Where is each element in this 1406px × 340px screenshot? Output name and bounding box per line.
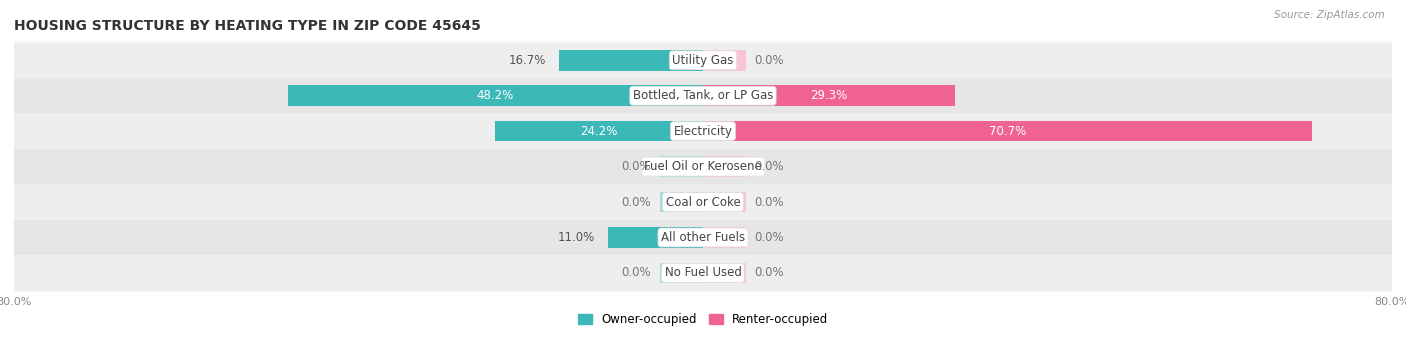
Text: 11.0%: 11.0% bbox=[558, 231, 595, 244]
Bar bbox=[659, 192, 703, 212]
Bar bbox=[14, 78, 1392, 114]
Bar bbox=[703, 262, 747, 283]
Text: Electricity: Electricity bbox=[673, 125, 733, 138]
Text: Fuel Oil or Kerosene: Fuel Oil or Kerosene bbox=[644, 160, 762, 173]
Bar bbox=[14, 255, 1392, 291]
Text: No Fuel Used: No Fuel Used bbox=[665, 267, 741, 279]
Text: HOUSING STRUCTURE BY HEATING TYPE IN ZIP CODE 45645: HOUSING STRUCTURE BY HEATING TYPE IN ZIP… bbox=[14, 19, 481, 33]
Bar bbox=[14, 220, 1392, 255]
Bar bbox=[659, 262, 703, 283]
Text: 0.0%: 0.0% bbox=[621, 160, 651, 173]
Text: 0.0%: 0.0% bbox=[755, 267, 785, 279]
Text: Utility Gas: Utility Gas bbox=[672, 54, 734, 67]
Bar bbox=[703, 192, 747, 212]
Bar bbox=[560, 50, 703, 71]
Text: 0.0%: 0.0% bbox=[755, 54, 785, 67]
Text: 0.0%: 0.0% bbox=[621, 195, 651, 208]
Bar bbox=[14, 114, 1392, 149]
Legend: Owner-occupied, Renter-occupied: Owner-occupied, Renter-occupied bbox=[572, 308, 834, 331]
Text: Source: ZipAtlas.com: Source: ZipAtlas.com bbox=[1274, 10, 1385, 20]
Text: 0.0%: 0.0% bbox=[755, 160, 785, 173]
Text: 29.3%: 29.3% bbox=[810, 89, 848, 102]
Text: 48.2%: 48.2% bbox=[477, 89, 515, 102]
Text: All other Fuels: All other Fuels bbox=[661, 231, 745, 244]
Text: Coal or Coke: Coal or Coke bbox=[665, 195, 741, 208]
Bar bbox=[14, 149, 1392, 184]
Bar bbox=[14, 42, 1392, 78]
Text: 24.2%: 24.2% bbox=[581, 125, 617, 138]
Bar bbox=[14, 184, 1392, 220]
Bar bbox=[703, 85, 955, 106]
Bar bbox=[703, 121, 1312, 141]
Text: 16.7%: 16.7% bbox=[509, 54, 547, 67]
Bar bbox=[703, 50, 747, 71]
Text: 70.7%: 70.7% bbox=[988, 125, 1026, 138]
Bar bbox=[288, 85, 703, 106]
Bar bbox=[703, 156, 747, 177]
Bar bbox=[609, 227, 703, 248]
Text: 0.0%: 0.0% bbox=[755, 195, 785, 208]
Bar bbox=[659, 156, 703, 177]
Bar bbox=[495, 121, 703, 141]
Bar bbox=[703, 227, 747, 248]
Text: Bottled, Tank, or LP Gas: Bottled, Tank, or LP Gas bbox=[633, 89, 773, 102]
Text: 0.0%: 0.0% bbox=[621, 267, 651, 279]
Text: 0.0%: 0.0% bbox=[755, 231, 785, 244]
